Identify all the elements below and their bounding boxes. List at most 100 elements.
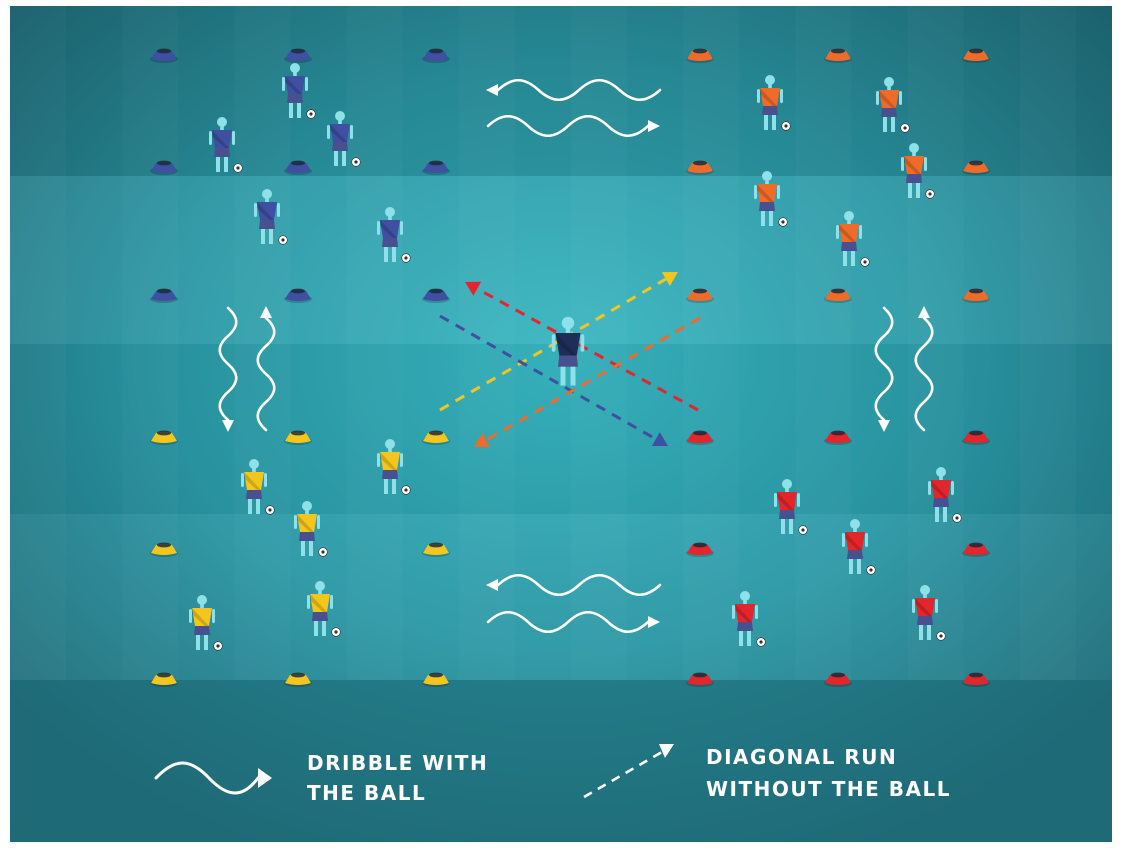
dribble-path: [496, 78, 662, 102]
player-blue: [254, 189, 288, 245]
dribble-path: [256, 316, 276, 432]
run-arrowhead: [661, 272, 678, 286]
pitch-stripe: [1020, 6, 1076, 680]
players: [189, 63, 962, 651]
run-arrowhead: [465, 281, 482, 296]
player-red: [774, 479, 808, 535]
cone: [422, 542, 450, 557]
legend-dribble: DRIBBLE WITH THE BALL: [154, 751, 488, 805]
dashed-arrow-head: [659, 744, 674, 758]
pitch-stripe: [795, 6, 851, 680]
cone: [284, 160, 312, 175]
cone: [284, 430, 312, 445]
cone: [422, 430, 450, 445]
cone: [824, 430, 852, 445]
legend: DRIBBLE WITH THE BALL DIAGONAL RUN WITHO…: [154, 744, 951, 805]
pitch-stripe: [683, 6, 739, 680]
cone: [962, 542, 990, 557]
player-yellow: [241, 459, 275, 515]
legend-dribble-line2: THE BALL: [307, 781, 426, 805]
dribble-arrowhead: [222, 420, 234, 432]
cone: [686, 542, 714, 557]
dribble-arrowhead: [918, 306, 930, 318]
player-orange: [757, 75, 791, 131]
cone: [422, 288, 450, 303]
wavy-arrow-head: [258, 768, 272, 788]
legend-run-line2: WITHOUT THE BALL: [706, 777, 951, 801]
wavy-arrow-icon: [154, 761, 260, 795]
pitch-stripe: [122, 6, 178, 680]
dribble-arrowhead: [260, 306, 272, 318]
player-red: [912, 585, 946, 641]
cone: [150, 288, 178, 303]
player-orange: [754, 171, 788, 227]
cone: [686, 160, 714, 175]
player-orange: [836, 211, 870, 267]
dribble-path: [874, 306, 894, 422]
cone: [962, 288, 990, 303]
cone: [962, 672, 990, 687]
legend-band: [10, 680, 1112, 842]
player-blue: [282, 63, 316, 119]
dribble-arrowhead: [878, 420, 890, 432]
run-arrowhead: [474, 433, 491, 448]
player-blue: [327, 111, 361, 167]
pitch-stripe: [234, 6, 290, 680]
cone: [422, 672, 450, 687]
player-blue: [377, 207, 411, 263]
cones: [150, 48, 990, 687]
dribble-path: [486, 114, 650, 138]
player-yellow: [189, 595, 223, 651]
dribble-arrowhead: [486, 84, 498, 96]
player-yellow: [377, 439, 411, 495]
player-red: [732, 591, 766, 647]
dribble-path: [218, 306, 238, 422]
cone: [422, 48, 450, 63]
cone: [962, 430, 990, 445]
cone: [150, 542, 178, 557]
legend-run: DIAGONAL RUN WITHOUT THE BALL: [583, 744, 951, 801]
cone: [824, 48, 852, 63]
dribble-arrowhead: [486, 579, 498, 591]
cone: [150, 672, 178, 687]
cone: [284, 48, 312, 63]
run-line: [439, 314, 657, 441]
player-blue: [209, 117, 243, 173]
run-arrowhead: [651, 432, 668, 447]
pitch-stripe: [347, 6, 403, 680]
cone: [686, 672, 714, 687]
pitch-stripe: [10, 6, 1112, 176]
cone: [824, 672, 852, 687]
pitch-stripe: [571, 6, 627, 680]
player-yellow: [307, 581, 341, 637]
cone: [150, 160, 178, 175]
run-line: [476, 287, 699, 412]
cone: [962, 160, 990, 175]
cone: [284, 288, 312, 303]
dribble-arrows: [218, 78, 934, 634]
cone: [824, 288, 852, 303]
dribble-path: [496, 573, 662, 597]
player-coach: [551, 316, 585, 386]
legend-run-line1: DIAGONAL RUN: [706, 745, 897, 769]
cone: [150, 48, 178, 63]
pitch-stripe: [908, 6, 964, 680]
cone: [686, 288, 714, 303]
pitch-stripe: [10, 6, 66, 680]
player-orange: [901, 143, 935, 199]
dribble-path: [486, 610, 650, 634]
legend-dribble-line1: DRIBBLE WITH: [307, 751, 488, 775]
dribble-path: [914, 316, 934, 432]
dribble-arrowhead: [648, 616, 660, 628]
pitch-stripe: [10, 514, 1112, 680]
cone: [422, 160, 450, 175]
cone: [962, 48, 990, 63]
cone: [150, 430, 178, 445]
cone: [284, 672, 312, 687]
cone: [686, 48, 714, 63]
run-line: [485, 316, 701, 442]
player-red: [842, 519, 876, 575]
player-orange: [876, 77, 910, 133]
